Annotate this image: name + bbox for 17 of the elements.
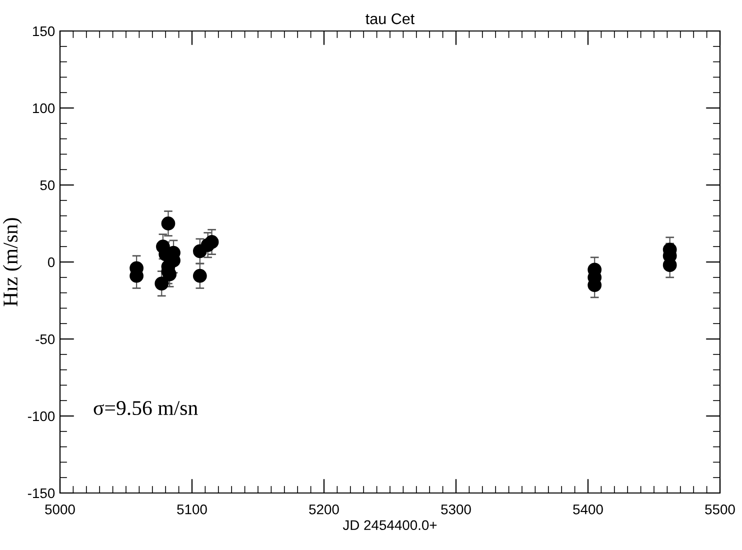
x-tick-label: 5400	[573, 504, 603, 514]
y-axis-title: Hız (m/sn)	[2, 218, 22, 306]
annotation: σ=9.56 m/sn	[94, 401, 198, 416]
y-tick-label: 0	[48, 257, 55, 268]
y-tick-label: 150	[33, 26, 55, 36]
y-tick-label: -50	[36, 334, 55, 344]
y-tick-label: 50	[40, 180, 55, 190]
x-tick-label: 5000	[45, 504, 75, 514]
x-tick-label: 5500	[705, 504, 735, 514]
y-tick-label: -150	[28, 488, 55, 498]
x-tick-label: 5200	[309, 504, 339, 514]
x-tick-label: 5300	[441, 504, 471, 514]
x-axis-title: JD 2454400.0+	[342, 520, 437, 530]
y-tick-label: -100	[28, 411, 55, 422]
y-tick-label: 100	[33, 103, 55, 114]
chart-title: tau Cet	[366, 13, 415, 24]
x-tick-label: 5100	[177, 504, 207, 514]
